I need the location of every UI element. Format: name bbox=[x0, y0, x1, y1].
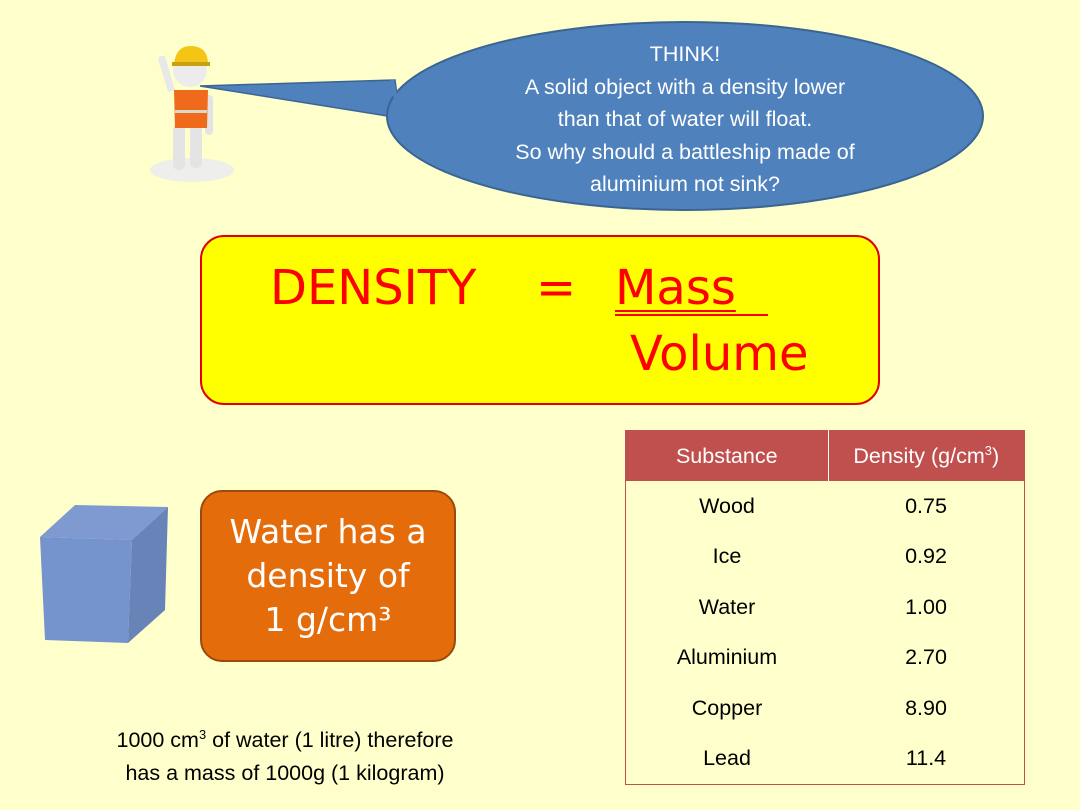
bubble-line: THINK! bbox=[649, 42, 721, 66]
water-cube-icon bbox=[40, 505, 168, 643]
formula-numerator: Mass bbox=[615, 260, 736, 316]
density-table: Substance Density (g/cm3) Wood 0.75 Ice 0.… bbox=[625, 430, 1025, 785]
formula-lhs: DENSITY bbox=[270, 260, 477, 316]
water-box-line: density of bbox=[246, 556, 410, 595]
bubble-line: than that of water will float. bbox=[557, 107, 813, 131]
table-row: Water 1.00 bbox=[698, 594, 947, 619]
formula-denominator: Volume bbox=[630, 326, 809, 382]
water-density-box: Water has a density of 1 g/cm³ bbox=[200, 490, 456, 662]
water-box-line: 1 g/cm³ bbox=[264, 600, 392, 639]
table-header-row: Substance Density (g/cm3) bbox=[625, 430, 1025, 481]
fraction-bar bbox=[615, 314, 768, 316]
bubble-text: THINK! A solid object with a density low… bbox=[440, 38, 930, 201]
water-box-line: Water has a bbox=[229, 512, 427, 551]
bubble-line: A solid object with a density lower bbox=[524, 74, 846, 99]
water-mass-note: 1000 cm3 of water (1 litre) therefore ha… bbox=[116, 727, 454, 786]
density-formula-box bbox=[200, 235, 880, 405]
table-row: Ice 0.92 bbox=[712, 544, 947, 569]
header-density: Density (g/cm3) bbox=[827, 430, 1025, 481]
table-row: Lead 11.4 bbox=[703, 746, 947, 771]
bubble-line: aluminium not sink? bbox=[589, 172, 780, 196]
construction-worker-icon bbox=[150, 45, 234, 182]
table-row: Wood 0.75 bbox=[699, 493, 947, 518]
table-row: Copper 8.90 bbox=[691, 695, 947, 720]
formula-equals: = bbox=[536, 260, 577, 316]
table-row: Aluminium 2.70 bbox=[676, 645, 947, 670]
header-substance: Substance bbox=[625, 430, 828, 481]
bubble-line: So why should a battleship made of bbox=[515, 139, 855, 164]
speech-bubble bbox=[199, 21, 984, 211]
